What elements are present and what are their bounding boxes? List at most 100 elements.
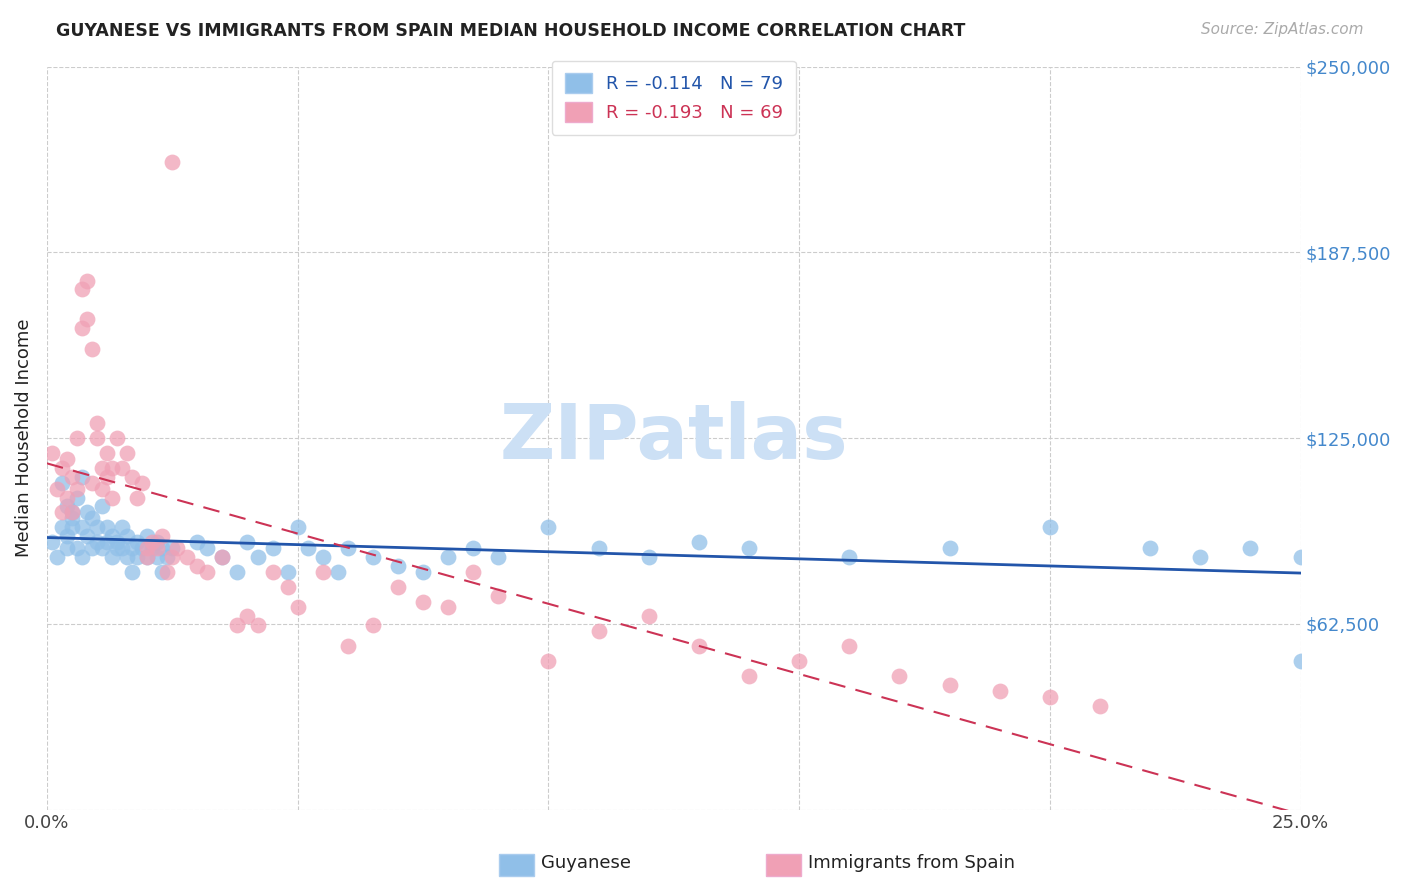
Point	[70, 283, 93, 297]
Point	[246, 618, 269, 632]
Point	[91, 500, 114, 514]
Point	[287, 600, 309, 615]
Point	[437, 600, 460, 615]
Point	[56, 491, 79, 505]
Point	[127, 491, 149, 505]
Point	[66, 541, 89, 555]
Point	[80, 511, 103, 525]
Point	[1289, 549, 1312, 564]
Point	[738, 669, 761, 683]
Point	[162, 549, 184, 564]
Point	[312, 565, 335, 579]
Point	[141, 541, 163, 555]
Point	[637, 549, 659, 564]
Point	[146, 535, 169, 549]
Point	[166, 541, 188, 555]
Point	[412, 594, 434, 608]
Point	[91, 541, 114, 555]
Point	[136, 541, 159, 555]
Point	[287, 520, 309, 534]
Point	[51, 475, 73, 490]
Point	[162, 154, 184, 169]
Point	[115, 549, 138, 564]
Point	[1088, 698, 1111, 713]
Point	[150, 529, 173, 543]
Y-axis label: Median Household Income: Median Household Income	[15, 318, 32, 558]
Point	[80, 342, 103, 356]
Point	[60, 520, 83, 534]
Point	[236, 535, 259, 549]
Text: GUYANESE VS IMMIGRANTS FROM SPAIN MEDIAN HOUSEHOLD INCOME CORRELATION CHART: GUYANESE VS IMMIGRANTS FROM SPAIN MEDIAN…	[56, 22, 966, 40]
Point	[136, 529, 159, 543]
Point	[111, 460, 134, 475]
Point	[738, 541, 761, 555]
Point	[637, 609, 659, 624]
Point	[115, 529, 138, 543]
Point	[76, 312, 98, 326]
Point	[86, 431, 108, 445]
Point	[361, 618, 384, 632]
Point	[136, 549, 159, 564]
Point	[105, 535, 128, 549]
Point	[60, 469, 83, 483]
Point	[101, 460, 124, 475]
Point	[121, 469, 143, 483]
Point	[45, 482, 67, 496]
Point	[162, 541, 184, 555]
Point	[226, 565, 249, 579]
Point	[226, 618, 249, 632]
Point	[297, 541, 319, 555]
Point	[70, 321, 93, 335]
Point	[60, 505, 83, 519]
Point	[86, 416, 108, 430]
Point	[336, 541, 359, 555]
Point	[262, 541, 284, 555]
Point	[115, 446, 138, 460]
Point	[277, 565, 299, 579]
Point	[889, 669, 911, 683]
Point	[101, 549, 124, 564]
Point	[186, 535, 208, 549]
Point	[787, 654, 810, 668]
Point	[1189, 549, 1212, 564]
Point	[938, 678, 960, 692]
Point	[1039, 690, 1062, 704]
Point	[588, 541, 610, 555]
Point	[111, 520, 134, 534]
Point	[588, 624, 610, 639]
Point	[262, 565, 284, 579]
Point	[336, 639, 359, 653]
Point	[51, 505, 73, 519]
Point	[105, 541, 128, 555]
Point	[91, 460, 114, 475]
Point	[131, 541, 153, 555]
Point	[486, 549, 509, 564]
Point	[80, 475, 103, 490]
Point	[277, 580, 299, 594]
Point	[156, 549, 179, 564]
Point	[56, 500, 79, 514]
Point	[150, 541, 173, 555]
Point	[988, 683, 1011, 698]
Point	[688, 639, 710, 653]
Point	[127, 535, 149, 549]
Point	[361, 549, 384, 564]
Point	[51, 460, 73, 475]
Point	[463, 565, 485, 579]
Point	[56, 529, 79, 543]
Point	[387, 580, 409, 594]
Point	[211, 549, 233, 564]
Point	[463, 541, 485, 555]
Point	[41, 535, 63, 549]
Point	[56, 541, 79, 555]
Point	[1239, 541, 1261, 555]
Point	[105, 431, 128, 445]
Point	[76, 274, 98, 288]
Point	[121, 541, 143, 555]
Point	[195, 541, 218, 555]
Point	[96, 446, 118, 460]
Point	[66, 491, 89, 505]
Point	[76, 529, 98, 543]
Point	[86, 520, 108, 534]
Point	[96, 469, 118, 483]
